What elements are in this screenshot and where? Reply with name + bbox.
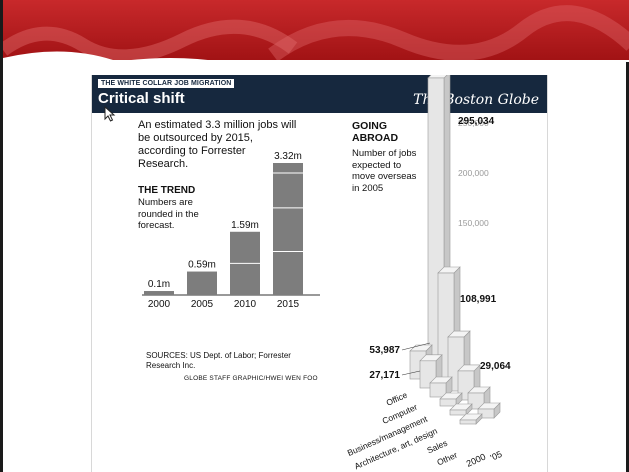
abroad-category-label: Sales bbox=[425, 438, 448, 456]
trend-tick-label: 2015 bbox=[277, 299, 300, 310]
trend-data-label: 0.1m bbox=[148, 279, 170, 290]
trend-tick-label: 2010 bbox=[234, 299, 257, 310]
trend-tick-label: 2000 bbox=[148, 299, 171, 310]
trend-tick-label: 2005 bbox=[191, 299, 214, 310]
abroad-bar-2000 bbox=[429, 382, 447, 398]
trend-data-label: 3.32m bbox=[274, 151, 302, 162]
abroad-bar-2000 bbox=[439, 398, 457, 407]
going-abroad-note: Number of jobs expected to move overseas… bbox=[352, 148, 417, 194]
infographic-kicker: THE WHITE COLLAR JOB MIGRATION bbox=[98, 79, 235, 88]
abroad-year-label: 2000 bbox=[465, 452, 487, 469]
abroad-data-label: 27,171 bbox=[369, 370, 400, 381]
abroad-bar-2005 bbox=[477, 408, 495, 419]
trend-bar bbox=[187, 271, 217, 295]
abroad-year-label: '05 bbox=[489, 449, 504, 463]
infographic-headline: Critical shift bbox=[98, 90, 185, 107]
abroad-bar-2000 bbox=[449, 409, 467, 416]
abroad-data-label: 295,034 bbox=[458, 116, 495, 127]
abroad-tick-label: 200,000 bbox=[458, 168, 489, 178]
sources-note: SOURCES: US Dept. of Labor; Forrester Re… bbox=[146, 351, 291, 370]
abroad-data-label: 108,991 bbox=[460, 294, 497, 305]
news-infographic: THE WHITE COLLAR JOB MIGRATION Critical … bbox=[91, 75, 548, 472]
abroad-data-label: 29,064 bbox=[480, 361, 511, 372]
abroad-leader-line bbox=[401, 342, 431, 351]
trend-title: THE TREND bbox=[138, 185, 196, 196]
mouse-cursor-icon bbox=[104, 106, 116, 122]
infographic-header: THE WHITE COLLAR JOB MIGRATION Critical … bbox=[92, 75, 547, 113]
trend-note: Numbers are rounded in the forecast. bbox=[138, 197, 199, 231]
charts-canvas: 0.1m 2000 0.59m 2005 1.59m 2010 3.32m 2015 250,0… bbox=[142, 75, 511, 471]
slide-header-banner bbox=[3, 0, 629, 62]
abroad-tick-label: 150,000 bbox=[458, 218, 489, 228]
abroad-category-label: Other bbox=[435, 450, 459, 468]
graphic-credit: GLOBE STAFF GRAPHIC/HWEI WEN FOO bbox=[184, 375, 318, 382]
abroad-data-label: 53,987 bbox=[369, 345, 400, 356]
abroad-bar-2000 bbox=[459, 419, 477, 425]
abroad-leader-line bbox=[401, 370, 421, 376]
going-abroad-title: GOING ABROAD bbox=[352, 120, 399, 144]
trend-data-label: 0.59m bbox=[188, 260, 216, 271]
intro-text: An estimated 3.3 million jobs will be ou… bbox=[138, 119, 297, 170]
trend-bar bbox=[273, 163, 303, 295]
abroad-tick-label: 250,000 bbox=[458, 118, 489, 128]
trend-data-label: 1.59m bbox=[231, 220, 259, 231]
trend-bar bbox=[144, 291, 174, 295]
